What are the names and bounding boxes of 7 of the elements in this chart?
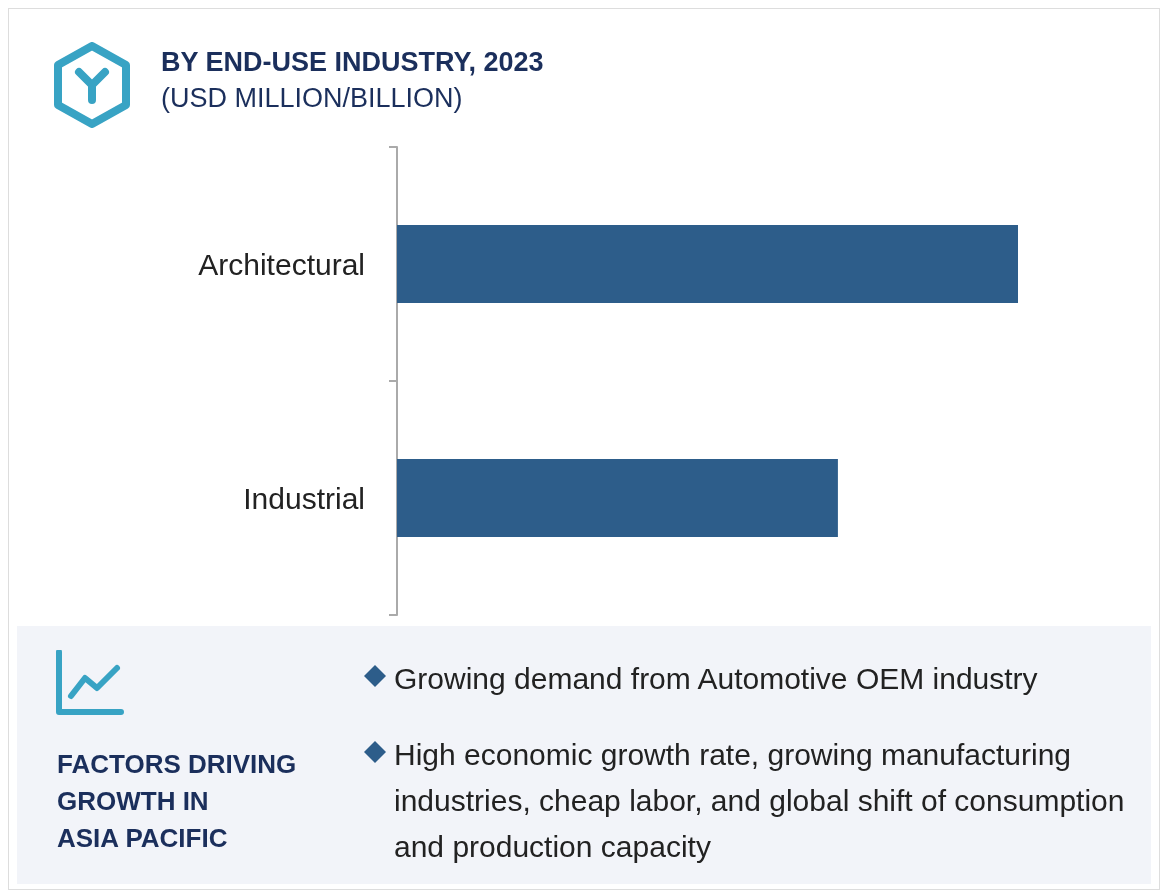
y-tick-label: Architectural bbox=[198, 247, 365, 281]
chart-subtitle: (USD MILLION/BILLION) bbox=[161, 83, 463, 114]
chart-title: BY END-USE INDUSTRY, 2023 bbox=[161, 47, 544, 78]
text: Growing demand from Automotive OEM industry bbox=[394, 661, 1039, 697]
text: High economic growth rate, growing manufacturing industries, cheap labor, and global shift of consumption and production capacity bbox=[394, 737, 1126, 865]
text: FACTORS DRIVING GROWTH IN ASIA PACIFIC bbox=[57, 748, 297, 855]
y-tick-label: Industrial bbox=[243, 481, 365, 515]
